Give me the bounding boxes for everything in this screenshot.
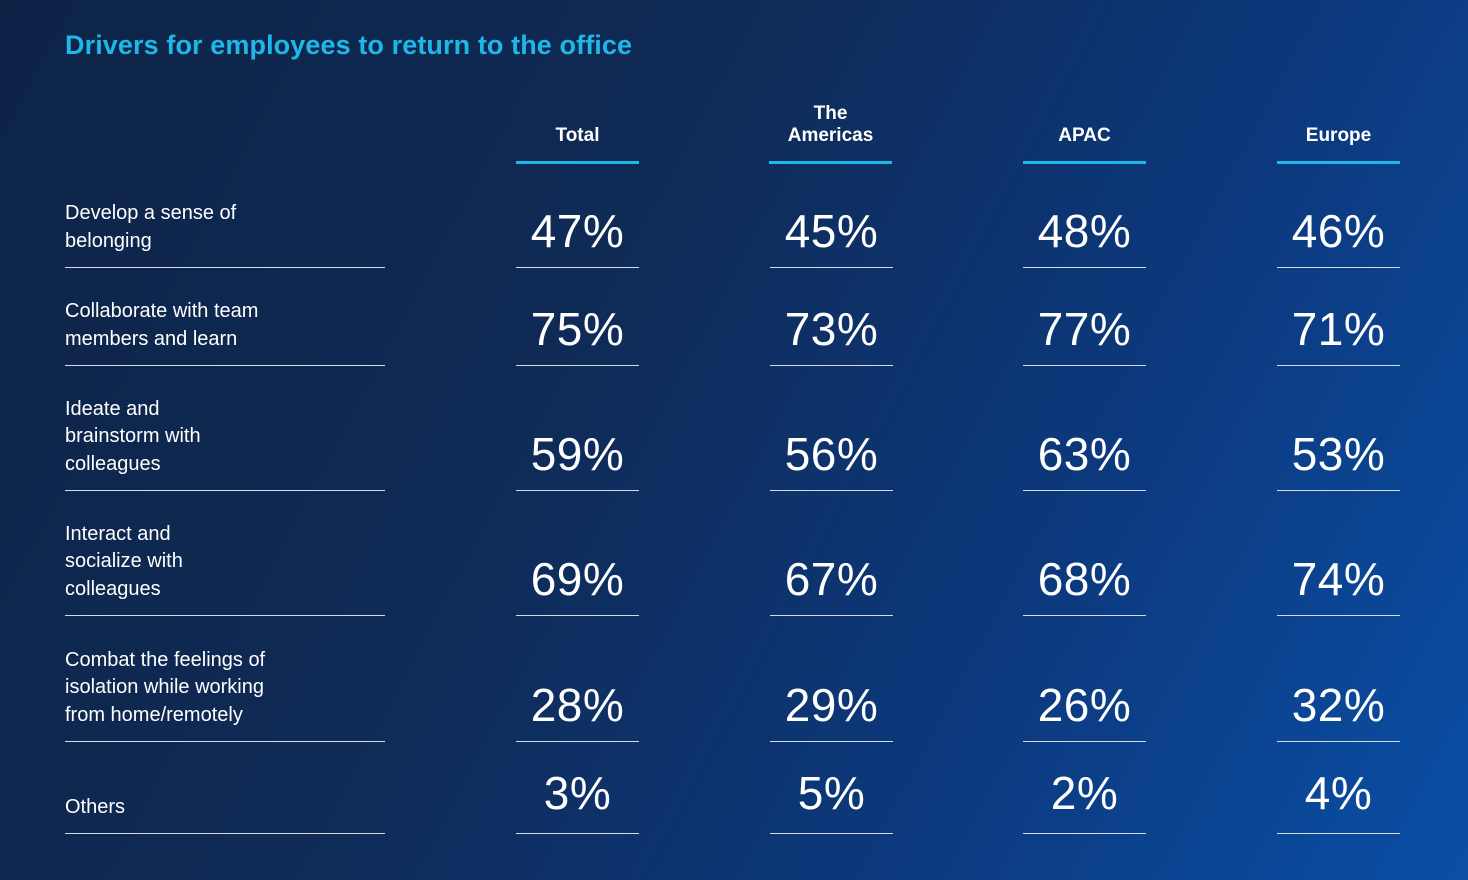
- table-cell: 29%: [770, 618, 893, 742]
- column-header-label: Europe: [1305, 125, 1372, 146]
- cell-value: 59%: [530, 428, 625, 480]
- cell-value: 63%: [1037, 428, 1132, 480]
- cell-value: 46%: [1291, 205, 1386, 257]
- row-label: Collaborate with team members and learn: [65, 270, 385, 366]
- row-label: Develop a sense of belonging: [65, 168, 385, 268]
- table-cell: 48%: [1023, 168, 1146, 268]
- column-header-label: Total: [555, 125, 600, 146]
- column-header-europe: Europe: [1277, 96, 1400, 164]
- column-header-total: Total: [516, 96, 639, 164]
- table-cell: 63%: [1023, 368, 1146, 491]
- table-cell: 71%: [1277, 270, 1400, 366]
- cell-value: 48%: [1037, 205, 1132, 257]
- row-label: Interact and socialize with colleagues: [65, 493, 385, 616]
- cell-value: 53%: [1291, 428, 1386, 480]
- cell-value: 45%: [784, 205, 879, 257]
- cell-value: 26%: [1037, 679, 1132, 731]
- table-cell: 59%: [516, 368, 639, 491]
- cell-value: 29%: [784, 679, 879, 731]
- cell-value: 3%: [543, 767, 612, 819]
- cell-value: 67%: [784, 553, 879, 605]
- cell-value: 47%: [530, 205, 625, 257]
- table-cell: 3%: [516, 744, 639, 834]
- row-label-text: Interact and socialize with colleagues: [65, 522, 183, 600]
- cell-value: 28%: [530, 679, 625, 731]
- cell-value: 5%: [797, 767, 866, 819]
- table-cell: 75%: [516, 270, 639, 366]
- cell-value: 77%: [1037, 303, 1132, 355]
- row-label-text: Ideate and brainstorm with colleagues: [65, 397, 201, 475]
- cell-value: 73%: [784, 303, 879, 355]
- column-header-label: APAC: [1058, 125, 1111, 146]
- column-header-label: The Americas: [787, 103, 874, 146]
- row-label-text: Combat the feelings of isolation while w…: [65, 648, 266, 726]
- table-cell: 77%: [1023, 270, 1146, 366]
- table-cell: 68%: [1023, 493, 1146, 616]
- table-cell: 4%: [1277, 744, 1400, 834]
- cell-value: 32%: [1291, 679, 1386, 731]
- cell-value: 68%: [1037, 553, 1132, 605]
- table-cell: 56%: [770, 368, 893, 491]
- row-label-text: Develop a sense of belonging: [65, 202, 237, 252]
- table-cell: 53%: [1277, 368, 1400, 491]
- chart-title: Drivers for employees to return to the o…: [65, 30, 633, 60]
- column-header-americas: The Americas: [769, 96, 892, 164]
- table-cell: 46%: [1277, 168, 1400, 268]
- table-cell: 26%: [1023, 618, 1146, 742]
- table-cell: 73%: [770, 270, 893, 366]
- cell-value: 75%: [530, 303, 625, 355]
- row-label: Ideate and brainstorm with colleagues: [65, 368, 385, 491]
- cell-value: 2%: [1050, 767, 1119, 819]
- cell-value: 69%: [530, 553, 625, 605]
- table-cell: 67%: [770, 493, 893, 616]
- table-cell: 32%: [1277, 618, 1400, 742]
- cell-value: 71%: [1291, 303, 1386, 355]
- table-cell: 74%: [1277, 493, 1400, 616]
- table-cell: 5%: [770, 744, 893, 834]
- table-cell: 69%: [516, 493, 639, 616]
- table-cell: 2%: [1023, 744, 1146, 834]
- row-label-text: Others: [65, 795, 126, 818]
- cell-value: 4%: [1304, 767, 1373, 819]
- row-label: Others: [65, 744, 385, 834]
- table-cell: 28%: [516, 618, 639, 742]
- cell-value: 56%: [784, 428, 879, 480]
- table-cell: 47%: [516, 168, 639, 268]
- column-header-apac: APAC: [1023, 96, 1146, 164]
- row-label-text: Collaborate with team members and learn: [65, 300, 259, 350]
- cell-value: 74%: [1291, 553, 1386, 605]
- table-cell: 45%: [770, 168, 893, 268]
- row-label: Combat the feelings of isolation while w…: [65, 618, 385, 742]
